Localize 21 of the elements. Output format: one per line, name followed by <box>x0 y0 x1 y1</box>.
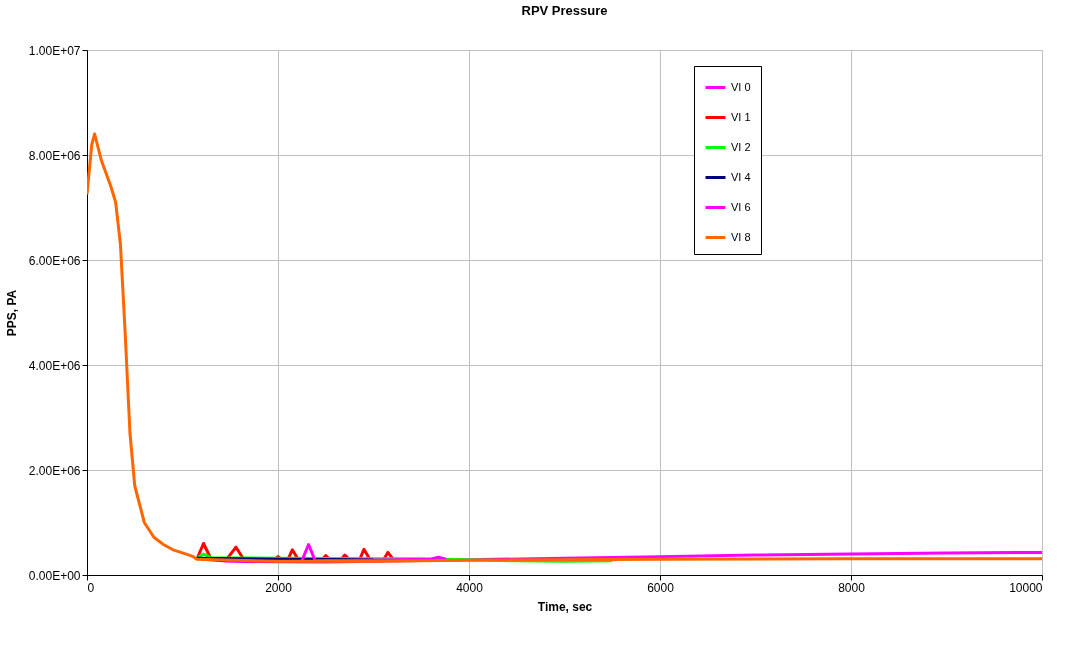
y-tick-label: 8.00E+06 <box>28 148 81 163</box>
y-tick-label: 0.00E+00 <box>28 568 81 583</box>
legend-label: VI 2 <box>731 140 751 153</box>
x-tick-label: 8000 <box>838 580 866 595</box>
x-tick-label: 4000 <box>456 580 484 595</box>
y-tick-label: 2.00E+06 <box>28 463 81 478</box>
y-tick-label: 4.00E+06 <box>28 358 81 373</box>
x-tick-label: 2000 <box>265 580 293 595</box>
legend-label: VI 1 <box>731 110 751 123</box>
legend-label: VI 6 <box>731 200 751 213</box>
y-tick-label: 1.00E+07 <box>28 43 81 58</box>
chart-title: RPV Pressure <box>521 3 608 18</box>
x-axis-title: Time, sec <box>537 599 593 614</box>
x-tick-label: 0 <box>87 580 95 595</box>
x-tick-label: 10000 <box>1009 580 1043 595</box>
legend-label: VI 0 <box>731 80 751 93</box>
legend-label: VI 8 <box>731 230 751 243</box>
y-tick-label: 6.00E+06 <box>28 253 81 268</box>
y-axis-title: PPS, PA <box>4 289 19 337</box>
legend-label: VI 4 <box>731 170 751 183</box>
x-tick-label: 6000 <box>647 580 675 595</box>
